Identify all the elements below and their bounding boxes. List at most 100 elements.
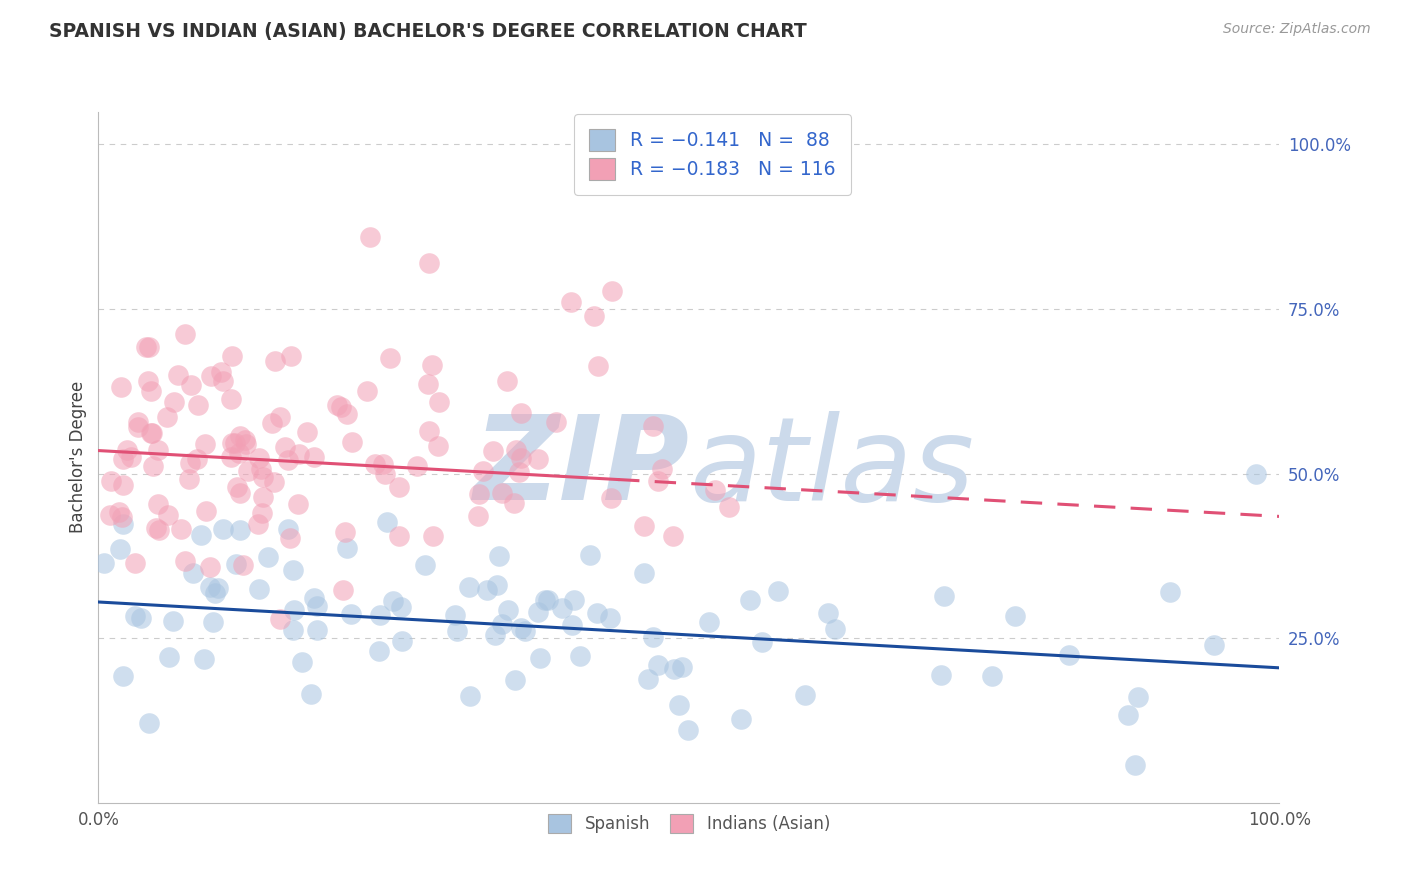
Point — [148, 523, 170, 537]
Point — [766, 583, 789, 598]
Point — [482, 444, 505, 458]
Point — [157, 650, 180, 665]
Point — [561, 618, 583, 632]
Point — [510, 406, 533, 420]
Point — [186, 452, 208, 467]
Point — [263, 353, 285, 368]
Point — [281, 563, 304, 577]
Point — [198, 580, 221, 594]
Point — [262, 416, 284, 430]
Point — [228, 523, 250, 537]
Point — [100, 474, 122, 488]
Point — [444, 607, 467, 622]
Point — [491, 486, 513, 500]
Point — [124, 556, 146, 570]
Point — [226, 480, 249, 494]
Point — [1004, 608, 1026, 623]
Point — [145, 521, 167, 535]
Point — [467, 508, 489, 523]
Point — [100, 508, 122, 523]
Point — [513, 624, 536, 638]
Point — [475, 582, 498, 597]
Point — [138, 375, 160, 389]
Point — [420, 358, 443, 372]
Point — [1204, 638, 1226, 652]
Point — [359, 229, 381, 244]
Point — [546, 415, 568, 429]
Point — [586, 606, 609, 620]
Legend: Spanish, Indians (Asian): Spanish, Indians (Asian) — [538, 804, 839, 843]
Point — [219, 392, 242, 406]
Point — [934, 589, 956, 603]
Point — [1059, 648, 1081, 662]
Point — [668, 698, 690, 712]
Point — [299, 687, 322, 701]
Point — [110, 379, 132, 393]
Point — [340, 434, 363, 449]
Point — [183, 566, 205, 580]
Point — [633, 518, 655, 533]
Point — [647, 658, 669, 673]
Point — [194, 437, 217, 451]
Point — [340, 607, 363, 621]
Point — [488, 549, 510, 564]
Point — [174, 326, 197, 341]
Point — [235, 437, 257, 451]
Point — [793, 689, 815, 703]
Point — [257, 550, 280, 565]
Point — [332, 582, 354, 597]
Point — [1244, 467, 1267, 481]
Point — [141, 426, 163, 441]
Point — [287, 447, 309, 461]
Point — [503, 673, 526, 687]
Point — [204, 586, 226, 600]
Point — [219, 450, 242, 465]
Point — [643, 631, 665, 645]
Point — [107, 505, 129, 519]
Point — [333, 524, 356, 539]
Point — [458, 689, 481, 703]
Point — [662, 528, 685, 542]
Point — [93, 556, 115, 570]
Point — [170, 522, 193, 536]
Point — [228, 485, 250, 500]
Point — [131, 611, 153, 625]
Point — [193, 652, 215, 666]
Point — [458, 580, 481, 594]
Point — [247, 516, 270, 531]
Point — [112, 516, 135, 531]
Point — [427, 395, 450, 409]
Point — [112, 451, 135, 466]
Point — [198, 560, 221, 574]
Point — [269, 612, 291, 626]
Point — [468, 487, 491, 501]
Point — [179, 473, 201, 487]
Point — [1123, 758, 1146, 772]
Point — [388, 529, 411, 543]
Point — [980, 668, 1002, 682]
Point — [201, 615, 224, 629]
Point — [336, 541, 359, 555]
Point — [368, 644, 391, 658]
Point — [485, 578, 508, 592]
Point — [156, 409, 179, 424]
Point — [326, 398, 349, 412]
Point — [381, 593, 404, 607]
Point — [180, 378, 202, 392]
Point — [551, 600, 574, 615]
Point — [406, 458, 429, 473]
Point — [174, 554, 197, 568]
Point — [391, 633, 413, 648]
Point — [560, 295, 582, 310]
Point — [304, 450, 326, 464]
Point — [238, 464, 260, 478]
Point — [505, 443, 527, 458]
Point — [931, 668, 953, 682]
Point — [200, 369, 222, 384]
Point — [527, 451, 550, 466]
Point — [269, 409, 291, 424]
Point — [600, 491, 623, 505]
Point — [212, 522, 235, 536]
Point — [277, 522, 299, 536]
Point — [211, 365, 233, 379]
